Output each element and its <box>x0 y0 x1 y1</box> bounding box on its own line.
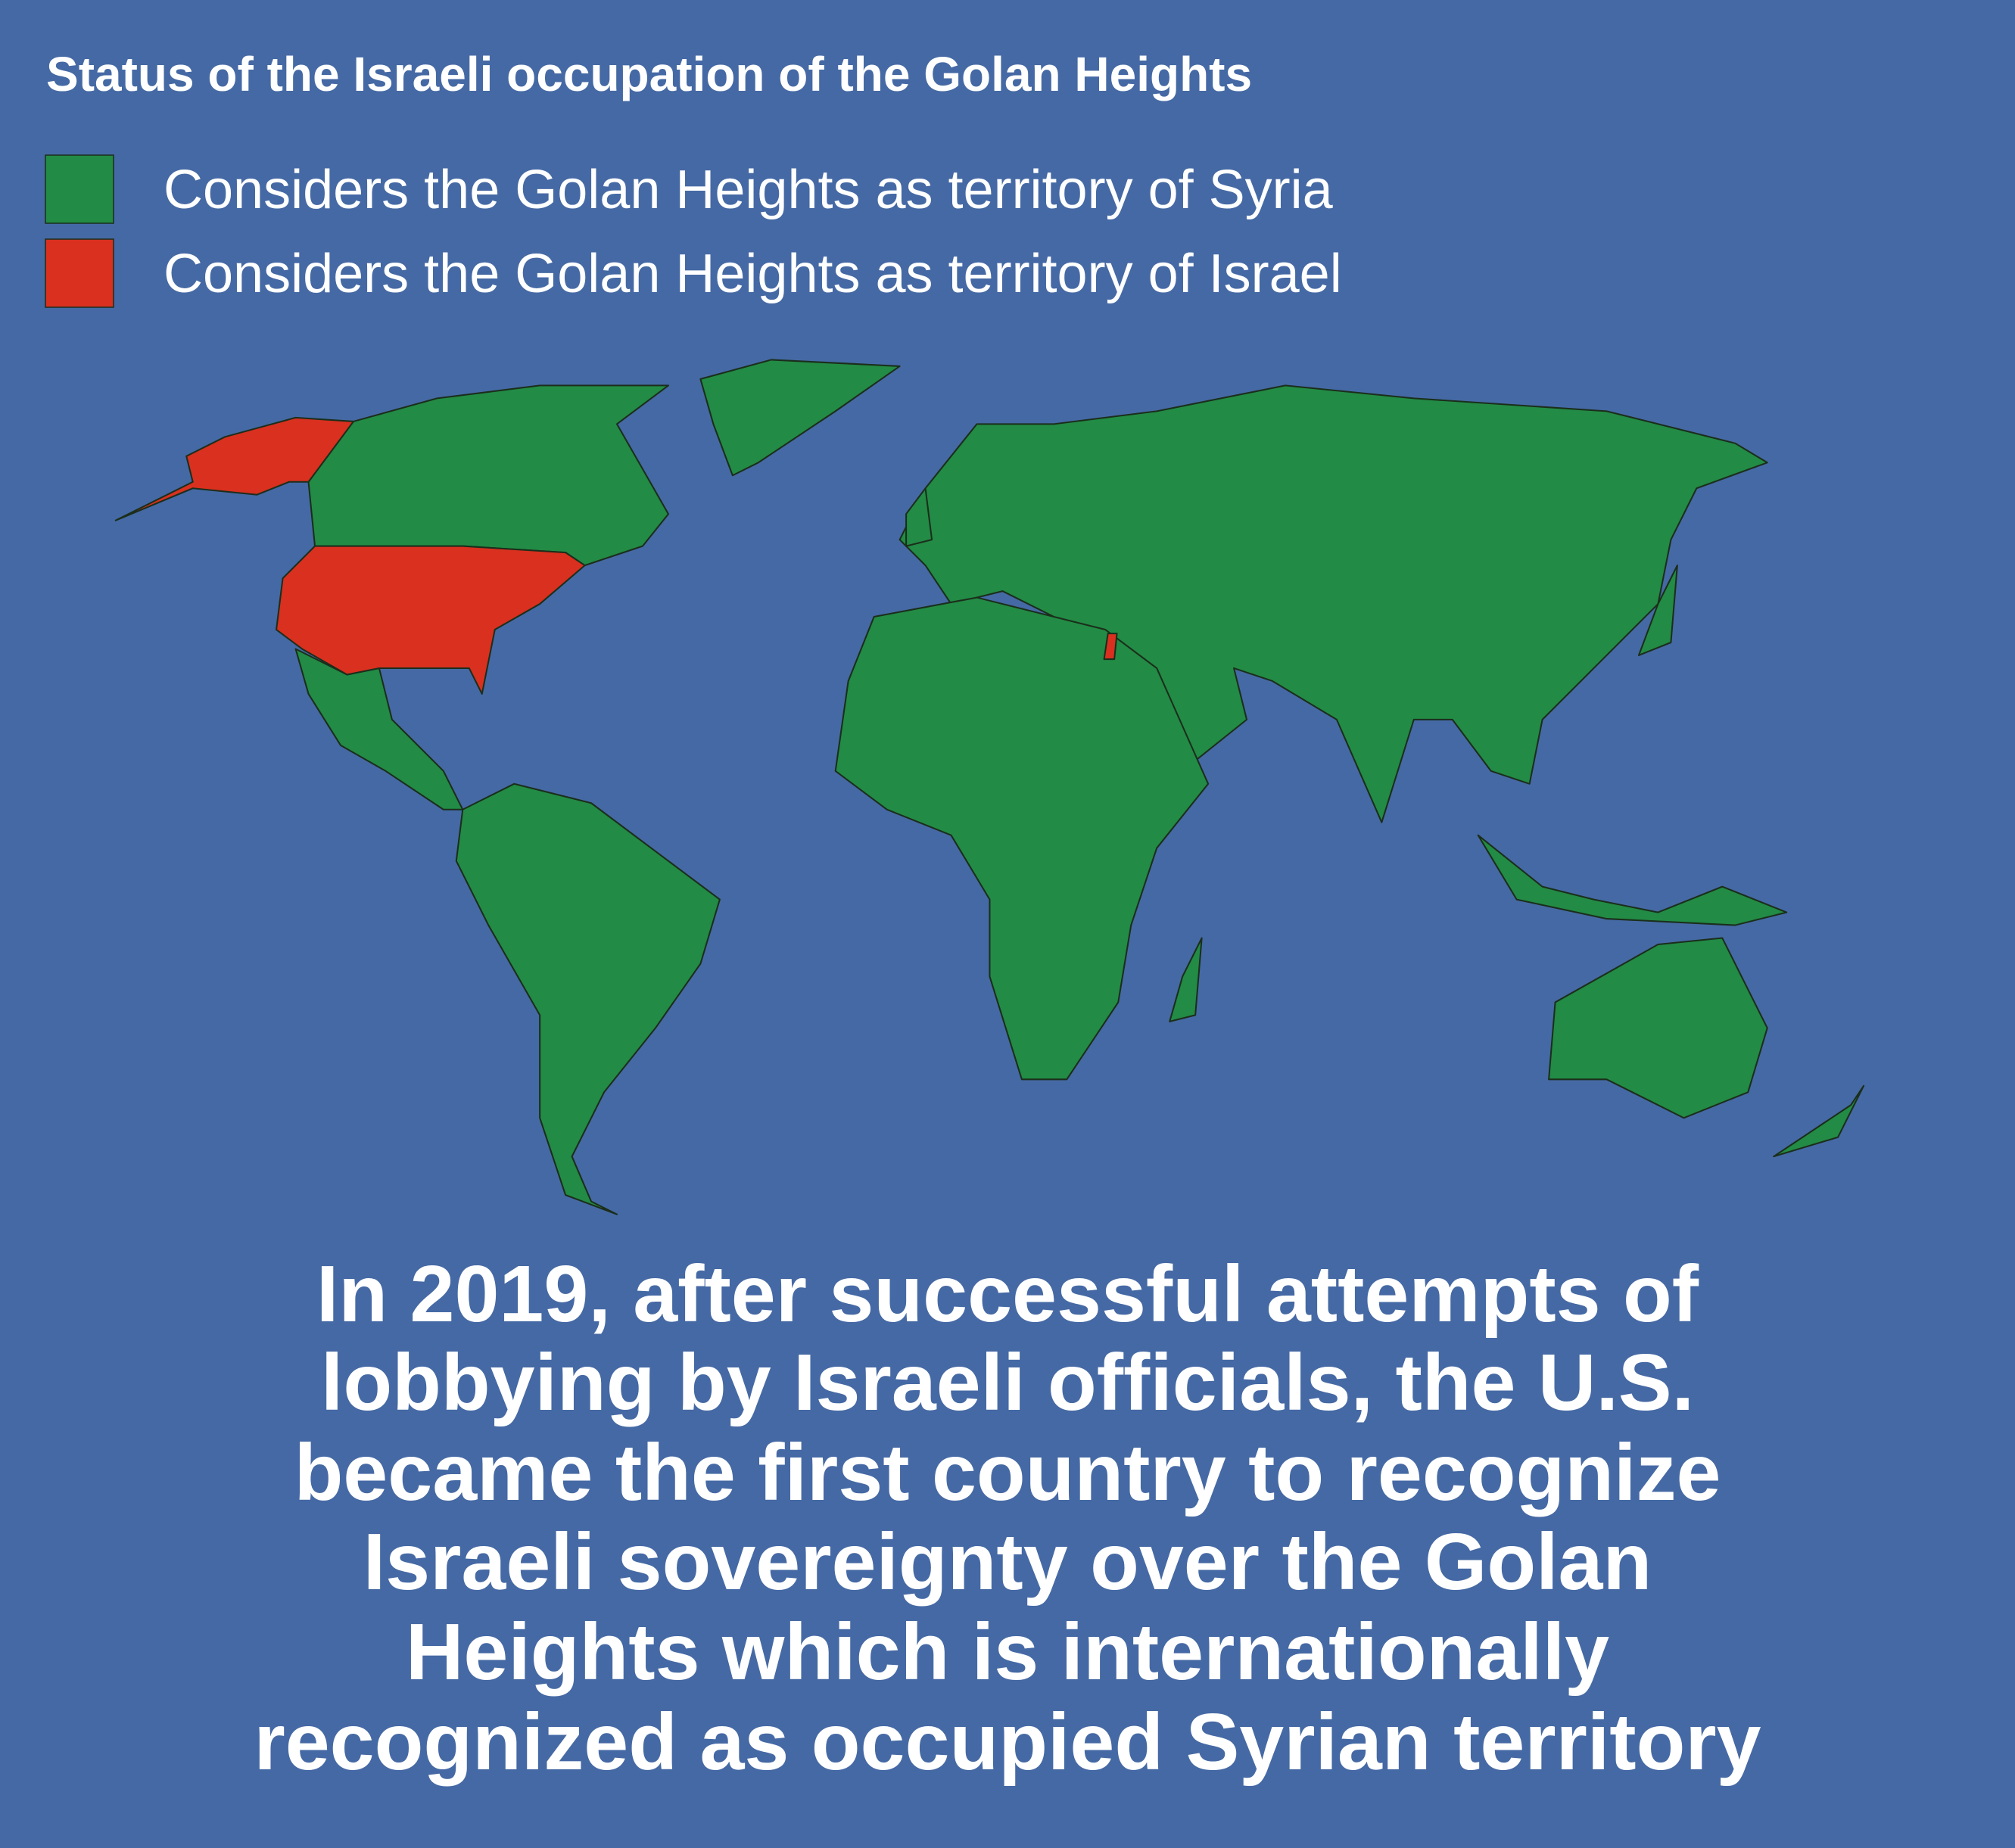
legend-label: Considers the Golan Heights as territory… <box>164 160 1334 220</box>
australia <box>1548 937 1768 1119</box>
africa <box>834 596 1210 1081</box>
greenland <box>699 359 901 477</box>
map-title: Status of the Israeli occupation of the … <box>46 47 1252 101</box>
indonesia <box>1477 834 1788 926</box>
caption-line: Israeli sovereignty over the Golan <box>363 1517 1652 1607</box>
caption-line: became the first country to recognize <box>294 1428 1721 1517</box>
japan <box>1637 565 1678 656</box>
israel <box>1103 633 1118 661</box>
caption-line: Heights which is internationally <box>406 1607 1609 1697</box>
legend-swatch <box>45 154 114 224</box>
caption-line: In 2019, after successful attempts of <box>316 1249 1699 1339</box>
alaska <box>114 416 354 521</box>
legend-swatch <box>45 238 114 308</box>
madagascar <box>1169 937 1203 1022</box>
south-america <box>455 782 721 1215</box>
caption-line: recognized as occupied Syrian territory <box>254 1697 1761 1787</box>
legend-label: Considers the Golan Heights as territory… <box>164 244 1342 304</box>
caption-line: lobbying by Israeli officials, the U.S. <box>321 1338 1694 1427</box>
britain <box>905 487 933 547</box>
world-map <box>114 359 1865 1215</box>
united-states <box>276 545 586 695</box>
new-zealand <box>1773 1084 1865 1158</box>
